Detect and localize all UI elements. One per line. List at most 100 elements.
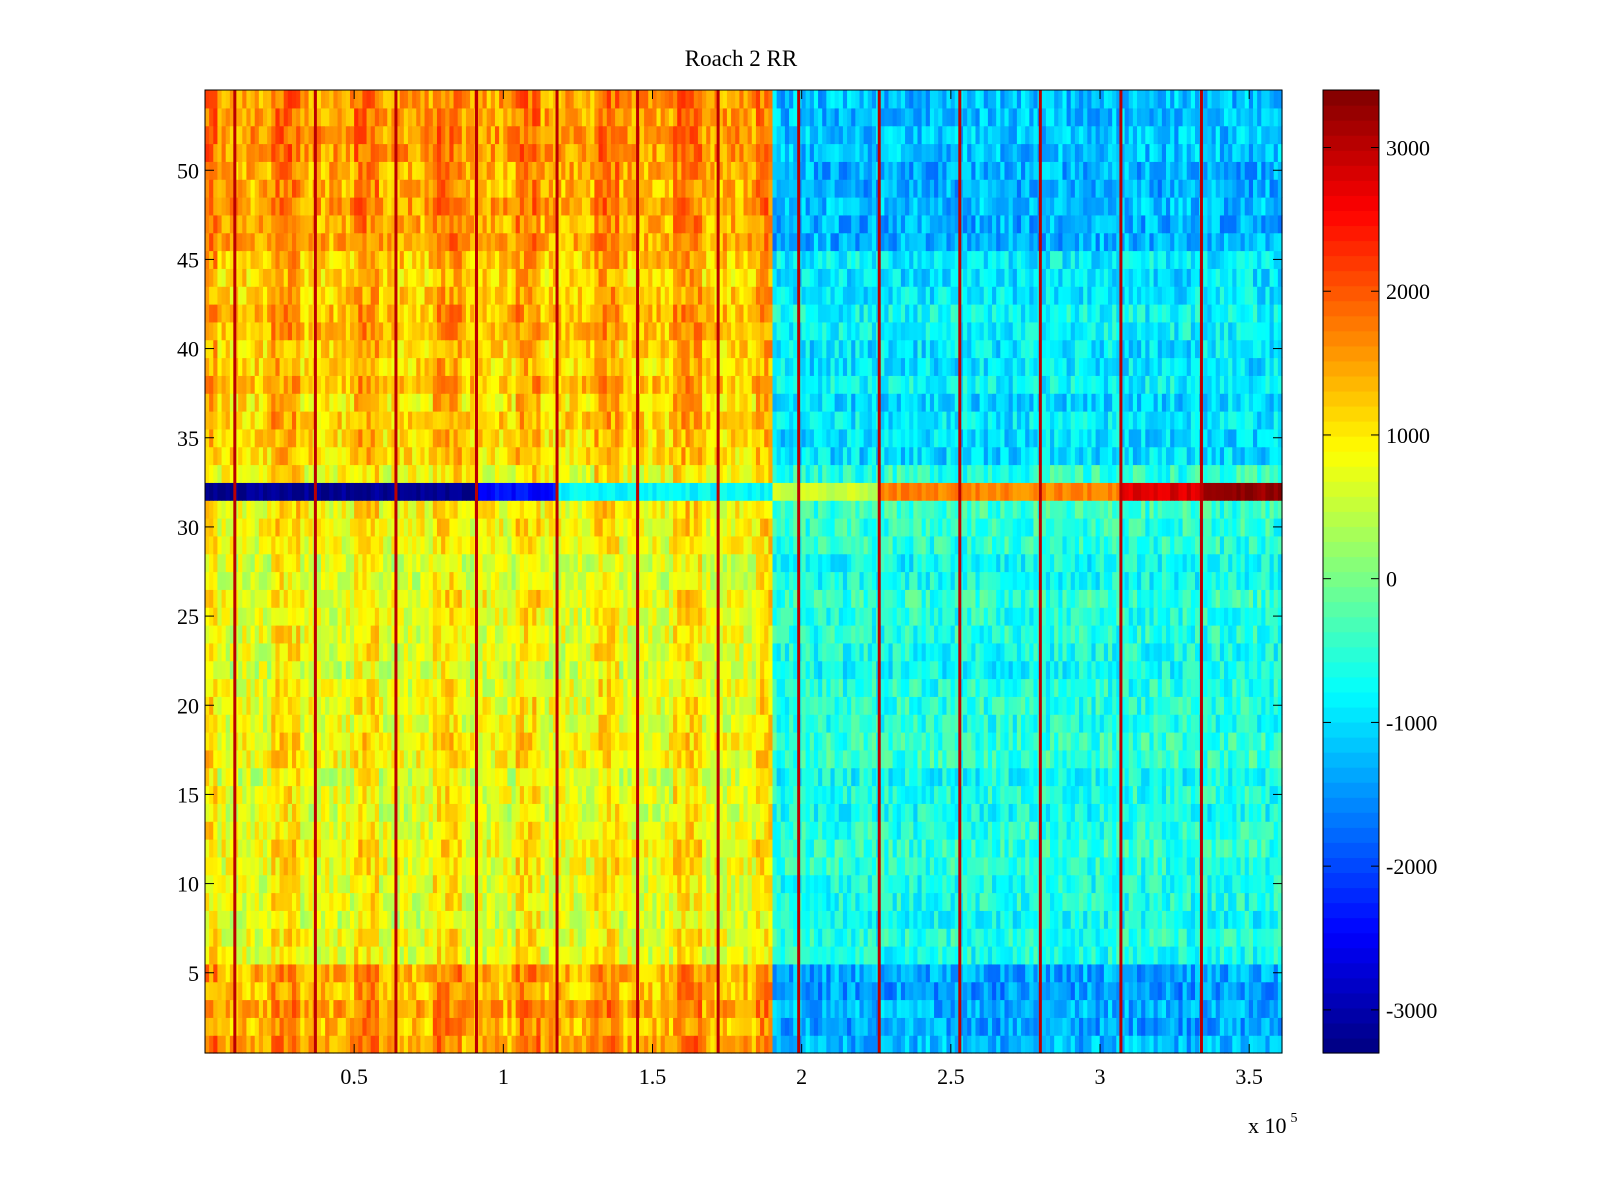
heatmap-cell <box>598 963 604 983</box>
heatmap-cell <box>1029 928 1035 947</box>
heatmap-cell <box>416 910 421 929</box>
heatmap-cell <box>391 999 397 1018</box>
heatmap-cell <box>445 821 450 840</box>
heatmap-cell <box>308 732 314 751</box>
heatmap-cell <box>859 892 865 911</box>
heatmap-cell <box>577 856 583 876</box>
heatmap-cell <box>287 963 293 983</box>
heatmap-cell <box>1166 999 1171 1018</box>
heatmap-cell <box>1074 1017 1080 1036</box>
heatmap-cell <box>822 1035 827 1054</box>
heatmap-cell <box>776 1035 782 1054</box>
heatmap-cell <box>267 981 272 1001</box>
heatmap-cell <box>909 928 914 947</box>
heatmap-cell <box>486 981 492 1001</box>
heatmap-cell <box>345 892 351 911</box>
heatmap-cell <box>1012 999 1018 1018</box>
heatmap-cell <box>776 999 782 1018</box>
heatmap-cell <box>913 963 919 983</box>
heatmap-cell <box>366 928 372 947</box>
heatmap-cell <box>871 910 877 929</box>
heatmap-cell <box>1091 874 1097 894</box>
heatmap-cell <box>606 1035 612 1054</box>
heatmap-cell <box>424 1035 430 1054</box>
heatmap-cell <box>739 732 745 751</box>
heatmap-cell <box>789 767 794 787</box>
heatmap-cell <box>1095 946 1101 965</box>
heatmap-cell <box>354 910 359 929</box>
heatmap-cell <box>913 1017 919 1036</box>
heatmap-cell <box>1240 928 1246 947</box>
heatmap-cell <box>702 803 707 822</box>
heatmap-cell <box>217 839 223 858</box>
heatmap-cell <box>942 963 948 983</box>
heatmap-cell <box>1186 821 1192 840</box>
heatmap-cell <box>482 1017 488 1036</box>
heatmap-cell <box>859 749 865 769</box>
heatmap-cell <box>722 910 728 929</box>
heatmap-cell <box>1116 963 1122 983</box>
heatmap-cell <box>536 732 542 751</box>
heatmap-cell <box>279 892 285 911</box>
heatmap-cell <box>1074 928 1080 947</box>
heatmap-cell <box>1186 981 1192 1001</box>
heatmap-cell <box>1203 821 1209 840</box>
heatmap-cell <box>225 981 231 1001</box>
heatmap-cell <box>1137 892 1142 911</box>
heatmap-cell <box>610 839 616 858</box>
heatmap-cell <box>581 749 587 769</box>
heatmap-cell <box>934 892 939 911</box>
heatmap-cell <box>557 928 562 947</box>
heatmap-cell <box>971 946 977 965</box>
heatmap-cell <box>234 1017 239 1036</box>
heatmap-cell <box>747 732 753 751</box>
heatmap-cell <box>424 981 430 1001</box>
heatmap-cell <box>1186 999 1192 1018</box>
heatmap-cell <box>577 1035 583 1054</box>
heatmap-cell <box>1149 999 1155 1018</box>
heatmap-cell <box>1190 928 1196 947</box>
heatmap-cell <box>1228 928 1233 947</box>
heatmap-cell <box>1236 803 1242 822</box>
heatmap-cell <box>602 928 608 947</box>
heatmap-cell <box>739 910 745 929</box>
heatmap-cell <box>387 1035 392 1054</box>
heatmap-cell <box>639 856 645 876</box>
heatmap-cell <box>548 785 554 804</box>
heatmap-cell <box>664 839 670 858</box>
heatmap-cell <box>420 714 426 733</box>
heatmap-cell <box>722 892 728 911</box>
heatmap-cell <box>950 910 956 929</box>
heatmap-cell <box>772 1035 778 1054</box>
heatmap-cell <box>764 874 769 894</box>
heatmap-cell <box>441 856 446 876</box>
heatmap-cell <box>963 767 968 787</box>
heatmap-cell <box>1000 856 1006 876</box>
heatmap-cell <box>519 714 525 733</box>
heatmap-cell <box>1248 946 1254 965</box>
heatmap-cell <box>250 856 256 876</box>
heatmap-cell <box>536 785 542 804</box>
heatmap-cell <box>726 910 732 929</box>
heatmap-cell <box>1261 981 1267 1001</box>
heatmap-cell <box>586 839 591 858</box>
heatmap-cell <box>465 785 471 804</box>
heatmap-cell <box>1248 821 1254 840</box>
heatmap-cell <box>399 1035 405 1054</box>
heatmap-cell <box>830 963 836 983</box>
heatmap-cell <box>412 732 417 751</box>
heatmap-cell <box>544 981 550 1001</box>
heatmap-cell <box>300 821 306 840</box>
heatmap-cell <box>383 803 388 822</box>
heatmap-cell <box>482 910 488 929</box>
heatmap-cell <box>395 749 401 769</box>
heatmap-cell <box>354 1017 359 1036</box>
heatmap-cell <box>217 767 223 787</box>
heatmap-cell <box>461 981 467 1001</box>
heatmap-cell <box>573 1017 579 1036</box>
heatmap-cell <box>830 910 836 929</box>
heatmap-cell <box>1182 892 1188 911</box>
heatmap-cell <box>209 839 214 858</box>
heatmap-cell <box>1029 714 1035 733</box>
heatmap-cell <box>432 999 438 1018</box>
